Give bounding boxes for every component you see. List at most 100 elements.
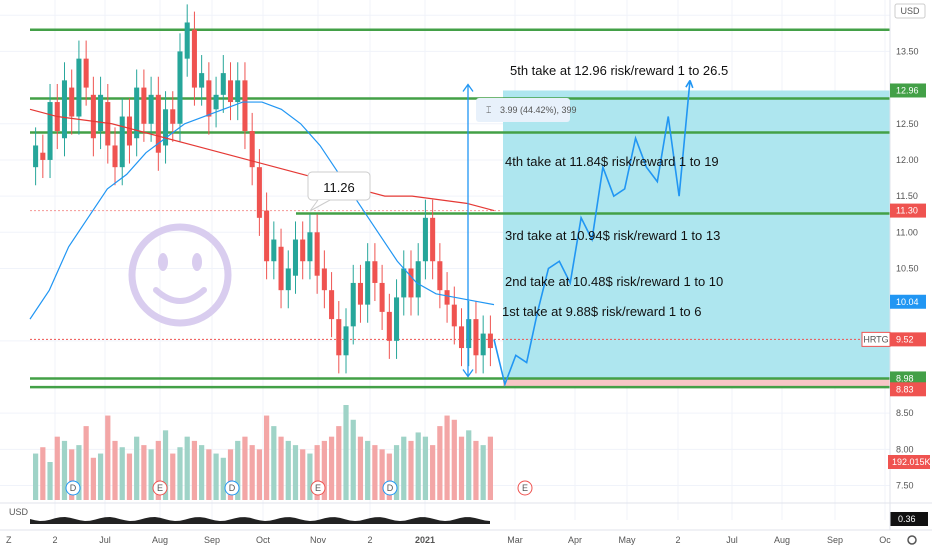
annotation-4[interactable]: 2nd take at 10.48$ risk/reward 1 to 10 (505, 274, 723, 289)
candle-37 (300, 221, 306, 280)
candle-body-14 (134, 87, 140, 139)
candle-38 (307, 214, 313, 280)
oscillator-badge-text: 0.36 (898, 514, 916, 524)
time-axis[interactable]: Z 2 Jul Aug Sep Oct Nov 2 2021 Mar Apr May 2 Jul Aug Se… (0, 529, 932, 545)
candle-59 (458, 308, 465, 367)
price-label-bg-4 (890, 371, 926, 386)
candle-61 (473, 301, 479, 374)
candle-42 (336, 301, 342, 374)
candle-36 (292, 221, 299, 294)
price-label-0: 12.96 (890, 83, 926, 98)
x-tick-9: Apr (568, 535, 582, 545)
oscillator-histogram (30, 517, 490, 524)
candle-22 (191, 11, 197, 106)
measure-arrow-top (462, 83, 474, 92)
event-marker-circle-3 (310, 480, 326, 496)
volume-bar-57 (444, 415, 450, 500)
volume-bar-37 (300, 449, 306, 500)
measure-tool[interactable]: ⌶ 3.99 (44.42%), 399 11.26 (307, 83, 577, 378)
x-tick-3: Sep (204, 535, 220, 545)
candle-41 (329, 272, 335, 338)
event-marker-label-4: D (387, 483, 394, 493)
sma-fast-line (29, 101, 495, 320)
candle-body-24 (206, 80, 212, 117)
volume-bar-6 (76, 445, 82, 500)
event-marker-label-0: D (70, 483, 77, 493)
volume-bar-12 (119, 447, 125, 500)
candle-body-7 (83, 58, 89, 88)
target-zone (503, 90, 890, 388)
candle-13 (126, 98, 132, 164)
annotation-3[interactable]: 3rd take at 10.94$ risk/reward 1 to 13 (505, 228, 720, 243)
volume-bar-31 (256, 449, 262, 500)
candle-35 (285, 250, 291, 309)
candle-17 (155, 76, 161, 171)
candle-31 (256, 149, 262, 236)
event-marker-circle-1 (152, 480, 168, 496)
settings-icon[interactable] (907, 535, 917, 545)
candle-body-36 (292, 239, 299, 276)
volume-bar-3 (54, 436, 60, 500)
candle-body-38 (307, 232, 313, 262)
projection-path[interactable] (493, 79, 694, 387)
y-tick-2: 12.50 (896, 119, 919, 129)
candle-32 (264, 192, 270, 280)
candle-40 (321, 250, 327, 309)
annotation-2[interactable]: 4th take at 11.84$ risk/reward 1 to 19 (505, 154, 719, 169)
oscillator-value-badge: 0.36 (890, 512, 928, 526)
price-label-1: 11.30 (890, 203, 926, 218)
measure-tooltip-text: 3.99 (44.42%), 399 (500, 105, 577, 115)
volume-bar-4 (61, 440, 68, 500)
candle-body-34 (278, 246, 284, 291)
volume-bar-34 (278, 436, 284, 500)
x-tick-8: Mar (507, 535, 523, 545)
candle-48 (379, 264, 385, 330)
candle-58 (451, 286, 457, 345)
currency-badge[interactable]: USD (894, 3, 926, 19)
currency-badge-box (894, 3, 926, 19)
candle-51 (401, 250, 407, 316)
candle-body-40 (321, 268, 327, 291)
candle-5 (69, 69, 75, 135)
annotation-1[interactable]: 5th take at 12.96 risk/reward 1 to 26.5 (510, 63, 728, 78)
candle-9 (98, 76, 104, 150)
x-tick-12: Jul (726, 535, 738, 545)
candle-body-61 (473, 319, 479, 356)
volume-bar-24 (206, 449, 212, 500)
annotation-5[interactable]: 1st take at 9.88$ risk/reward 1 to 6 (502, 304, 701, 319)
x-tick-1: Jul (99, 535, 111, 545)
currency-badge-text: USD (900, 6, 920, 16)
candle-25 (213, 76, 219, 128)
annotations[interactable]: 5th take at 12.96 risk/reward 1 to 26.5 4… (502, 63, 728, 319)
candle-29 (242, 62, 248, 150)
settings-icon-ring (907, 535, 917, 545)
y-tick-8: 8.50 (896, 408, 914, 418)
candle-body-32 (264, 210, 270, 262)
volume-bar-46 (365, 440, 371, 500)
candle-body-9 (98, 94, 104, 131)
volume-bar-22 (191, 440, 198, 500)
volume-bar-40 (321, 440, 327, 500)
candle-body-28 (235, 80, 241, 103)
candle-56 (437, 243, 443, 309)
candle-20 (177, 33, 183, 142)
volume-bar-55 (430, 445, 436, 500)
candle-60 (466, 301, 472, 367)
candle-body-58 (451, 304, 457, 327)
volume-bar-48 (379, 449, 385, 500)
volume-bar-16 (148, 449, 154, 500)
candle-body-49 (386, 311, 392, 341)
event-marker-circle-4 (382, 480, 398, 496)
price-axis[interactable]: 1413.5012.5012.0011.5011.0010.509.508.50… (861, 0, 931, 530)
event-marker-circle-2 (224, 480, 240, 496)
volume-bar-18 (162, 430, 169, 500)
price-label-bg-3 (890, 332, 926, 347)
volume-bar-41 (328, 436, 335, 500)
price-label-4: 8.98 (890, 371, 926, 386)
event-marker-5: E (517, 480, 533, 496)
volume-label-badge: 192.015K (888, 455, 931, 469)
candle-11 (112, 127, 118, 186)
candle-34 (278, 228, 284, 309)
